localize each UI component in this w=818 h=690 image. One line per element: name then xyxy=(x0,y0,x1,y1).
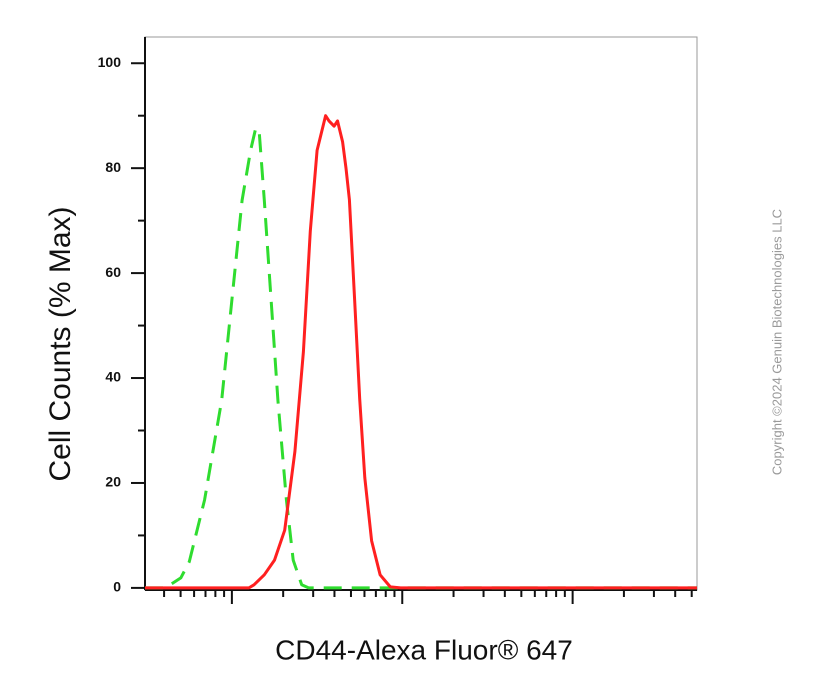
y-axis-label: Cell Counts (% Max) xyxy=(44,206,77,481)
histogram-line xyxy=(145,114,697,590)
y-tick-label: 60 xyxy=(105,264,121,280)
y-tick-label: 0 xyxy=(113,579,121,595)
y-tick-label: 40 xyxy=(105,369,121,385)
histogram-line xyxy=(145,126,697,590)
plot-frame xyxy=(144,36,698,591)
y-tick-label: 20 xyxy=(105,474,121,490)
x-axis-label: CD44-Alexa Fluor® 647 xyxy=(275,634,573,665)
copyright: Copyright ©2024 Genuin Biotechnologies L… xyxy=(769,209,784,475)
y-tick-label: 80 xyxy=(105,159,121,175)
y-tick-label: 100 xyxy=(98,54,122,70)
